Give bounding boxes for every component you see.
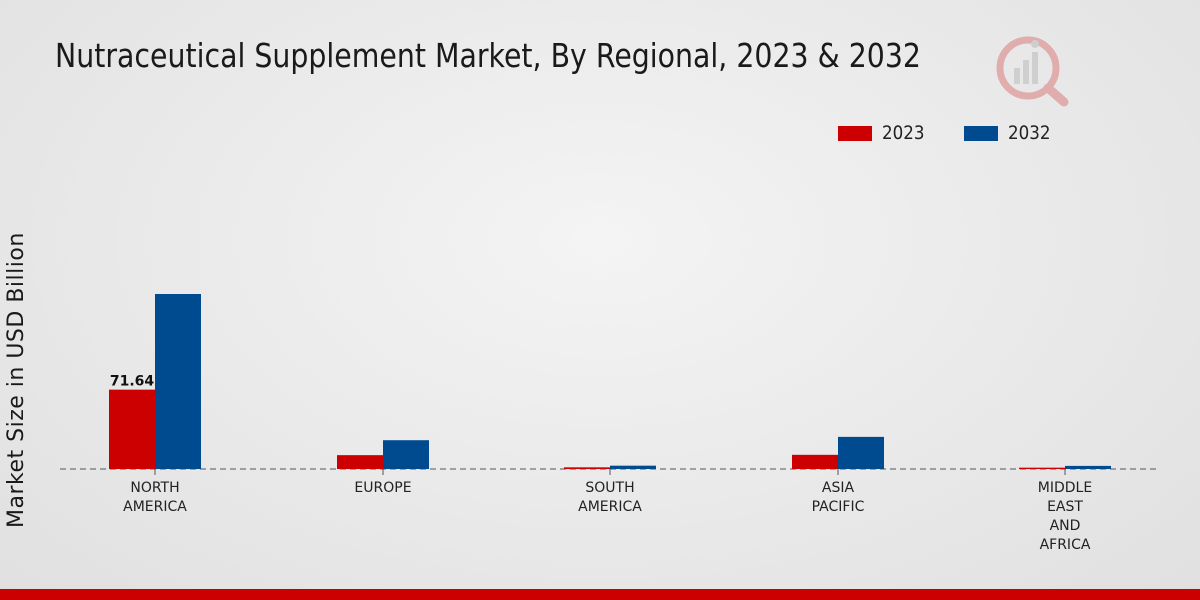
x-tick-label: EUROPE	[354, 480, 411, 496]
x-tick-label: NORTH AMERICA	[123, 480, 187, 515]
legend-item-2023[interactable]: 2023	[838, 122, 930, 144]
legend: 2023 2032	[838, 122, 1091, 144]
bar-2032-middle-east-and-africa[interactable]	[1065, 465, 1111, 469]
bar-2023-asia-pacific[interactable]	[792, 454, 838, 469]
chart-title: Nutraceutical Supplement Market, By Regi…	[55, 36, 921, 75]
bar-2023-europe[interactable]	[337, 455, 383, 469]
bar-2023-north-america[interactable]	[109, 389, 155, 469]
market-research-logo-icon	[996, 36, 1069, 107]
data-label: 71.64	[110, 374, 155, 390]
legend-label-2023: 2023	[882, 122, 925, 144]
legend-label-2032: 2032	[1008, 122, 1051, 144]
legend-swatch-2032	[964, 125, 999, 141]
bar-2023-middle-east-and-africa[interactable]	[1019, 467, 1065, 469]
bar-2032-north-america[interactable]	[155, 294, 201, 469]
bottom-accent-bar	[0, 589, 1200, 600]
legend-item-2032[interactable]: 2032	[964, 122, 1056, 144]
bar-2032-europe[interactable]	[383, 440, 429, 469]
bar-2023-south-america[interactable]	[564, 467, 610, 469]
x-tick-label: SOUTH AMERICA	[578, 480, 642, 515]
bar-2032-asia-pacific[interactable]	[838, 436, 884, 469]
x-tick-label: ASIA PACIFIC	[812, 480, 865, 515]
bar-2032-south-america[interactable]	[610, 465, 656, 469]
x-tick-label: MIDDLE EAST AND AFRICA	[1038, 480, 1092, 553]
legend-swatch-2023	[838, 125, 872, 141]
